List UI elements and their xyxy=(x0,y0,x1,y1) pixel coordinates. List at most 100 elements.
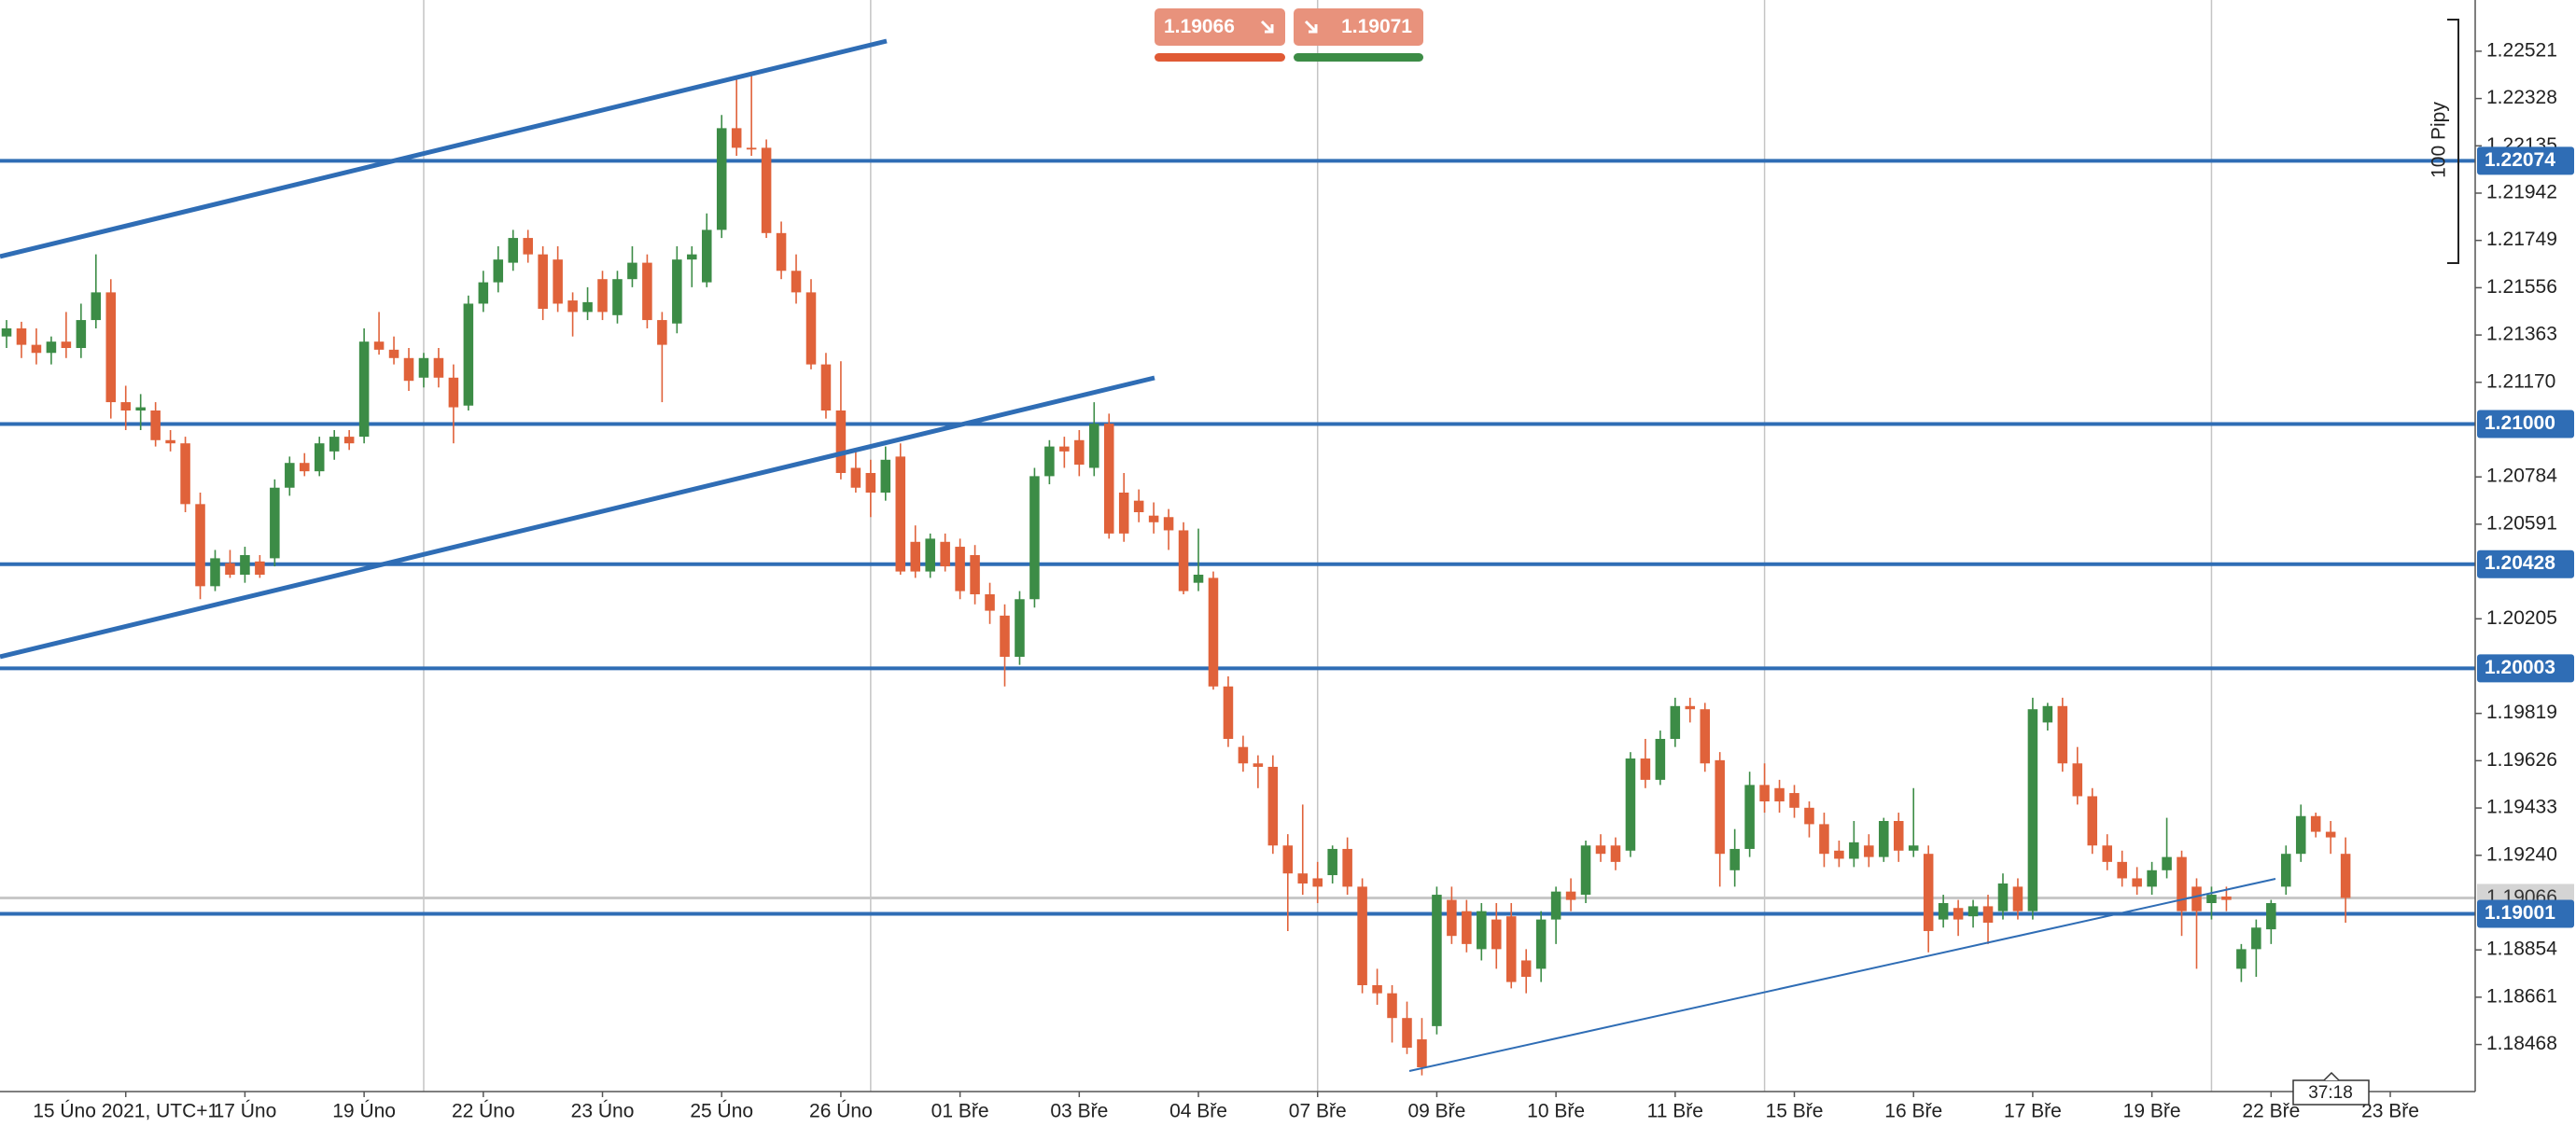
candle-body xyxy=(1565,891,1576,900)
candle-body xyxy=(1938,902,1949,920)
candle-body xyxy=(1372,984,1382,994)
candle-body xyxy=(1744,785,1755,849)
candle-body xyxy=(1312,878,1323,887)
level-label-box xyxy=(2477,550,2574,578)
candle-body xyxy=(1015,599,1025,657)
candle-body xyxy=(1297,873,1309,884)
candle-body xyxy=(672,259,682,324)
candle-body xyxy=(895,456,906,572)
candle-body xyxy=(955,547,965,591)
x-tick-label: 03 Bře xyxy=(1050,1101,1108,1122)
candle-body xyxy=(1505,916,1517,982)
y-tick-label: 1.18661 xyxy=(2486,985,2557,1007)
candle-body xyxy=(1223,686,1234,739)
candle-body xyxy=(329,437,340,452)
candle-body xyxy=(448,377,459,408)
candle-body xyxy=(1759,785,1770,801)
candle-body xyxy=(2221,896,2232,900)
candle-body xyxy=(761,147,772,233)
candle-body xyxy=(1327,848,1337,876)
y-tick-label: 1.19819 xyxy=(2486,702,2557,723)
y-tick-label: 1.20205 xyxy=(2486,607,2557,629)
candle-body xyxy=(1997,883,2009,911)
candle-body xyxy=(1849,842,1859,859)
candle-body xyxy=(225,563,235,575)
x-tick-label: 23 Úno xyxy=(571,1101,635,1122)
candle-body xyxy=(1267,766,1279,846)
level-label: 1.22074 xyxy=(2485,149,2555,171)
candle-body xyxy=(538,254,548,309)
candle-body xyxy=(358,341,370,438)
grid xyxy=(0,0,2475,1092)
candle-body xyxy=(165,439,175,444)
y-tick-label: 1.22521 xyxy=(2486,39,2557,61)
y-tick-label: 1.21363 xyxy=(2486,324,2557,345)
candle-body xyxy=(731,128,742,148)
candle-body xyxy=(1640,758,1651,780)
candle-body xyxy=(1625,758,1636,851)
candle-body xyxy=(2281,854,2291,887)
candle-body xyxy=(1282,845,1294,874)
candle-body xyxy=(716,128,727,230)
candle-body xyxy=(403,357,414,382)
candle-body xyxy=(1432,895,1442,1026)
candle-body xyxy=(1550,891,1561,920)
candle-body xyxy=(1000,615,1010,657)
y-tick-label: 1.22328 xyxy=(2486,87,2557,108)
candle-body xyxy=(2147,870,2157,887)
candle-body xyxy=(925,538,935,572)
candle-body xyxy=(1834,850,1844,859)
x-tick-label: 26 Úno xyxy=(809,1101,873,1122)
sell-button[interactable]: 1.19066 xyxy=(1155,8,1285,46)
candle-body xyxy=(1923,854,1934,931)
candle-body xyxy=(1462,911,1472,944)
candle-body xyxy=(805,292,817,365)
candle-body xyxy=(255,561,265,575)
y-tick-label: 1.21749 xyxy=(2486,229,2557,250)
x-tick-label: 15 Bře xyxy=(1766,1101,1824,1122)
level-label: 1.20003 xyxy=(2485,657,2555,678)
candle-body xyxy=(2117,861,2127,879)
x-tick-label: 17 Úno xyxy=(214,1101,277,1122)
candle-body xyxy=(2042,705,2053,723)
candle-body xyxy=(478,282,489,304)
level-label: 1.19001 xyxy=(2485,902,2555,924)
y-tick-label: 1.21942 xyxy=(2486,182,2557,203)
y-tick-label: 1.20784 xyxy=(2486,466,2557,487)
candle-body xyxy=(1133,500,1144,513)
x-tick-label: 19 Bře xyxy=(2123,1101,2181,1122)
candle-body xyxy=(820,364,832,410)
x-tick-label: 07 Bře xyxy=(1289,1101,1347,1122)
y-tick-label: 1.20591 xyxy=(2486,512,2557,534)
candle-body xyxy=(865,472,876,493)
candle-body xyxy=(1,327,12,337)
candle-body xyxy=(1178,530,1189,591)
candle-body xyxy=(180,443,190,505)
candle-body xyxy=(880,459,891,493)
countdown-text: 37:18 xyxy=(2308,1083,2353,1103)
countdown-pointer xyxy=(2323,1071,2340,1081)
pip-ruler: 100 Pipy xyxy=(2429,19,2459,264)
candle-body xyxy=(1029,476,1040,600)
candle-body xyxy=(2325,831,2336,838)
candle-body xyxy=(210,558,220,587)
candle-body xyxy=(2132,878,2142,887)
candle-body xyxy=(2236,949,2247,969)
candle-body xyxy=(582,301,593,313)
level-label-box xyxy=(2477,146,2574,175)
candle-body xyxy=(61,341,72,349)
buy-button[interactable]: 1.19071 xyxy=(1294,8,1423,46)
candle-body xyxy=(31,344,42,354)
candle-body xyxy=(1864,845,1874,857)
ruler-bracket xyxy=(2447,19,2459,264)
x-tick-label: 15 Úno 2021, UTC+1 xyxy=(33,1101,218,1122)
candle-body xyxy=(1580,845,1591,896)
candle-body xyxy=(1655,738,1666,780)
candle-body xyxy=(553,259,563,304)
candle-body xyxy=(1685,705,1696,710)
candle-body xyxy=(776,232,787,271)
candle-body xyxy=(2102,845,2112,862)
candle-body xyxy=(1477,911,1487,950)
candle-body xyxy=(1789,793,1799,808)
candle-body xyxy=(523,238,533,255)
